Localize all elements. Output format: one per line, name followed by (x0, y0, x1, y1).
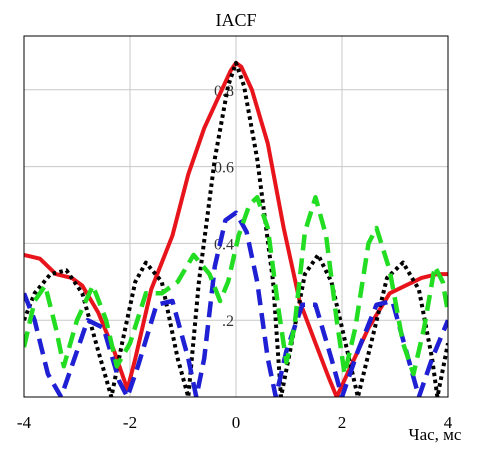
x-tick-label: -4 (17, 413, 32, 432)
x-tick-label: -2 (123, 413, 137, 432)
plot-frame (23, 35, 449, 398)
y-tick-label: .2 (222, 313, 234, 330)
x-tick-label: 2 (338, 413, 347, 432)
x-tick-label: 0 (232, 413, 241, 432)
y-tick-labels: .20.40.60.8 (214, 83, 234, 330)
y-tick-label: 0.6 (214, 160, 234, 177)
x-axis-label: Час, мс (409, 425, 462, 444)
series (24, 60, 448, 397)
series-line-4 (24, 195, 448, 377)
chart-title: IACF (215, 10, 256, 30)
x-tick-labels: -4 -2 0 2 4 (17, 413, 453, 432)
series-line-2 (24, 60, 448, 397)
series-line-3 (24, 210, 448, 397)
grid (24, 36, 448, 397)
y-tick-label: 0.4 (214, 236, 234, 253)
x-tick-label: 4 (444, 413, 453, 432)
